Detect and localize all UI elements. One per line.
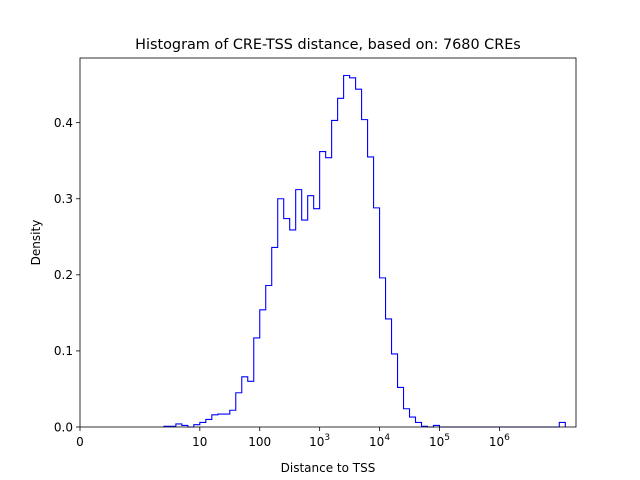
plot-area <box>163 74 566 428</box>
x-axis-label: Distance to TSS <box>281 461 376 475</box>
y-axis: 0.0 0.1 0.2 0.3 0.4 <box>54 116 80 434</box>
x-tick-label: 100 <box>248 435 271 449</box>
x-axis: 0 10 100 103 104 105 106 <box>76 427 510 449</box>
x-tick-label: 106 <box>489 433 510 449</box>
y-tick-label: 0.2 <box>54 268 73 282</box>
y-tick-label: 0.0 <box>54 420 73 434</box>
x-tick-label: 105 <box>429 433 450 449</box>
y-tick-label: 0.3 <box>54 192 73 206</box>
x-tick-label: 104 <box>369 433 390 449</box>
histogram-step-line <box>163 74 566 428</box>
axes-frame <box>79 57 577 428</box>
x-tick-label: 103 <box>309 433 330 449</box>
y-tick-label: 0.4 <box>54 116 73 130</box>
y-tick-label: 0.1 <box>54 344 73 358</box>
chart-title: Histogram of CRE-TSS distance, based on:… <box>135 37 521 53</box>
x-tick-label: 10 <box>192 435 207 449</box>
y-axis-label: Density <box>29 220 43 266</box>
x-tick-label: 0 <box>76 435 84 449</box>
